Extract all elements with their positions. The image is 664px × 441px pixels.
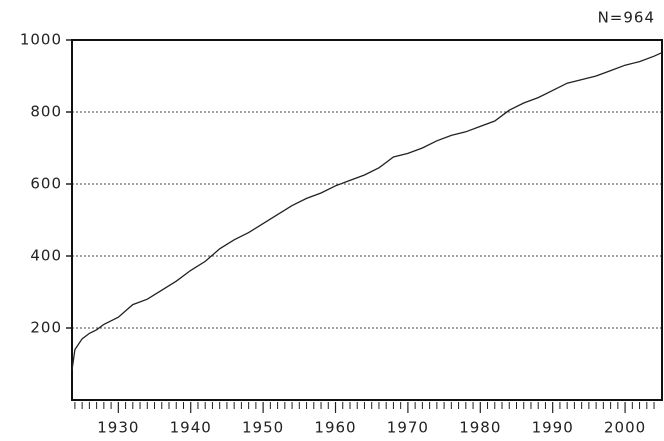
y-tick-label: 800: [30, 103, 62, 121]
plot-frame: [71, 39, 663, 401]
x-tick-label: 1960: [314, 419, 356, 437]
x-tick-label: 1930: [97, 419, 139, 437]
x-tick-label: 1970: [387, 419, 429, 437]
y-tick-label: 1000: [20, 31, 62, 49]
y-tick-label: 200: [30, 319, 62, 337]
y-tick-label: 400: [30, 247, 62, 265]
data-line: [71, 52, 662, 371]
x-tick-label: 1980: [459, 419, 501, 437]
x-tick-label: 1940: [170, 419, 212, 437]
x-tick-label: 2000: [604, 419, 646, 437]
y-tick-label: 600: [30, 175, 62, 193]
annotation: N=964: [598, 9, 655, 27]
x-tick-label: 1990: [532, 419, 574, 437]
x-tick-label: 1950: [242, 419, 284, 437]
